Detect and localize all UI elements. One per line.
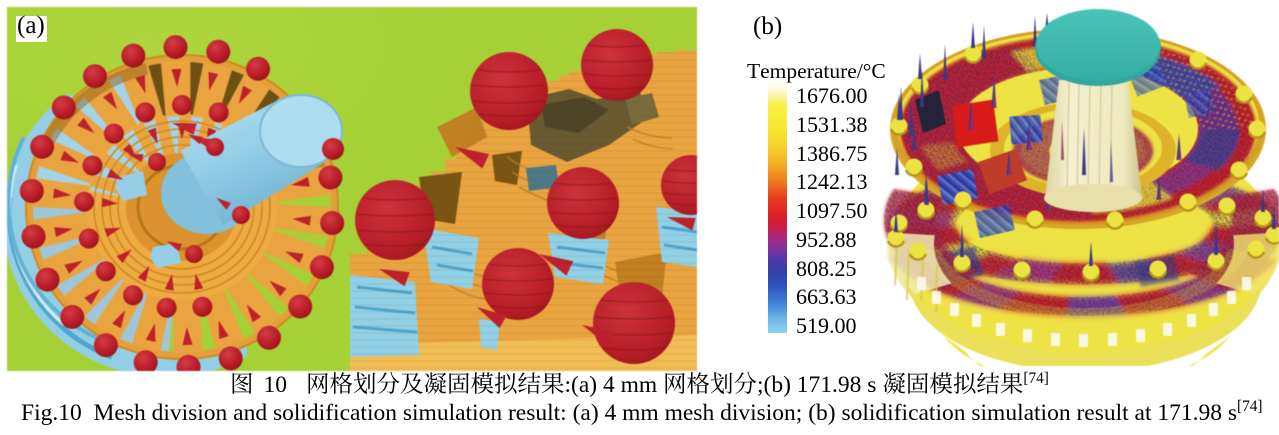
svg-text:10: 10	[264, 372, 288, 398]
svg-text:;(b) 171.98 s: ;(b) 171.98 s	[757, 372, 876, 398]
svg-text::(a) 4 mm: :(a) 4 mm	[565, 372, 658, 398]
svg-text:[74]: [74]	[1023, 370, 1049, 387]
